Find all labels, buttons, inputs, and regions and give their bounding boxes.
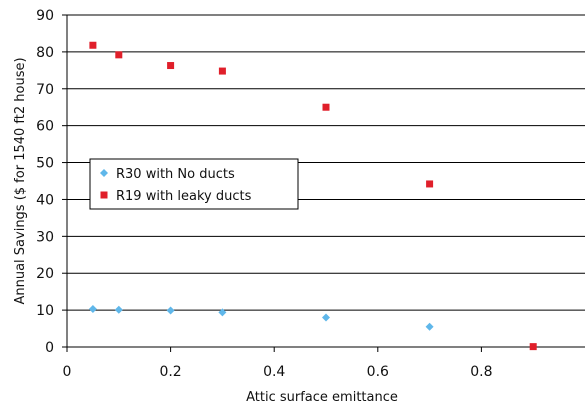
data-point-r19-leaky-ducts: [322, 103, 330, 111]
data-point-r19-leaky-ducts: [218, 67, 226, 75]
axes: [66, 15, 585, 348]
legend: R30 with No ducts R19 with leaky ducts: [89, 158, 299, 210]
x-tick-label: 0.6: [367, 364, 389, 380]
tick-labels: 0 10 20 30 40 50 60 70 80 90 0 0.2 0.4 0.6 0.8: [36, 8, 492, 380]
legend-marker-r30: [100, 169, 108, 177]
data-point-r30-no-ducts: [218, 308, 227, 317]
data-points: [88, 41, 537, 351]
legend-marker-r19: [100, 191, 108, 199]
data-point-r19-leaky-ducts: [426, 180, 434, 188]
data-point-r19-leaky-ducts: [115, 51, 123, 59]
y-tick-label: 80: [36, 45, 54, 61]
data-point-r30-no-ducts: [166, 306, 175, 315]
legend-label: R19 with leaky ducts: [116, 189, 252, 204]
x-tick-label: 0.4: [263, 364, 285, 380]
x-tick-label: 0.8: [470, 364, 492, 380]
x-tick-label: 0.2: [159, 364, 181, 380]
y-tick-label: 50: [36, 156, 54, 172]
y-tick-label: 90: [36, 8, 54, 24]
x-axis-title: Attic surface emittance: [246, 390, 398, 405]
y-tick-label: 0: [45, 340, 54, 356]
y-tick-label: 40: [36, 192, 54, 208]
y-tick-label: 60: [36, 119, 54, 135]
legend-box: [89, 158, 299, 210]
data-point-r19-leaky-ducts: [167, 62, 175, 70]
y-tick-label: 30: [36, 229, 54, 245]
data-point-r30-no-ducts: [88, 305, 97, 314]
y-tick-label: 70: [36, 82, 54, 98]
data-point-r19-leaky-ducts: [529, 343, 537, 351]
y-tick-label: 10: [36, 303, 54, 319]
data-point-r30-no-ducts: [322, 313, 330, 322]
legend-label: R30 with No ducts: [116, 167, 235, 182]
x-tick-label: 0: [63, 364, 72, 380]
data-point-r19-leaky-ducts: [89, 41, 97, 49]
data-point-r30-no-ducts: [114, 305, 123, 314]
data-point-r30-no-ducts: [425, 322, 434, 331]
y-axis-title: Annual Savings ($ for 1540 ft2 house): [13, 57, 28, 304]
y-tick-label: 20: [36, 266, 54, 282]
